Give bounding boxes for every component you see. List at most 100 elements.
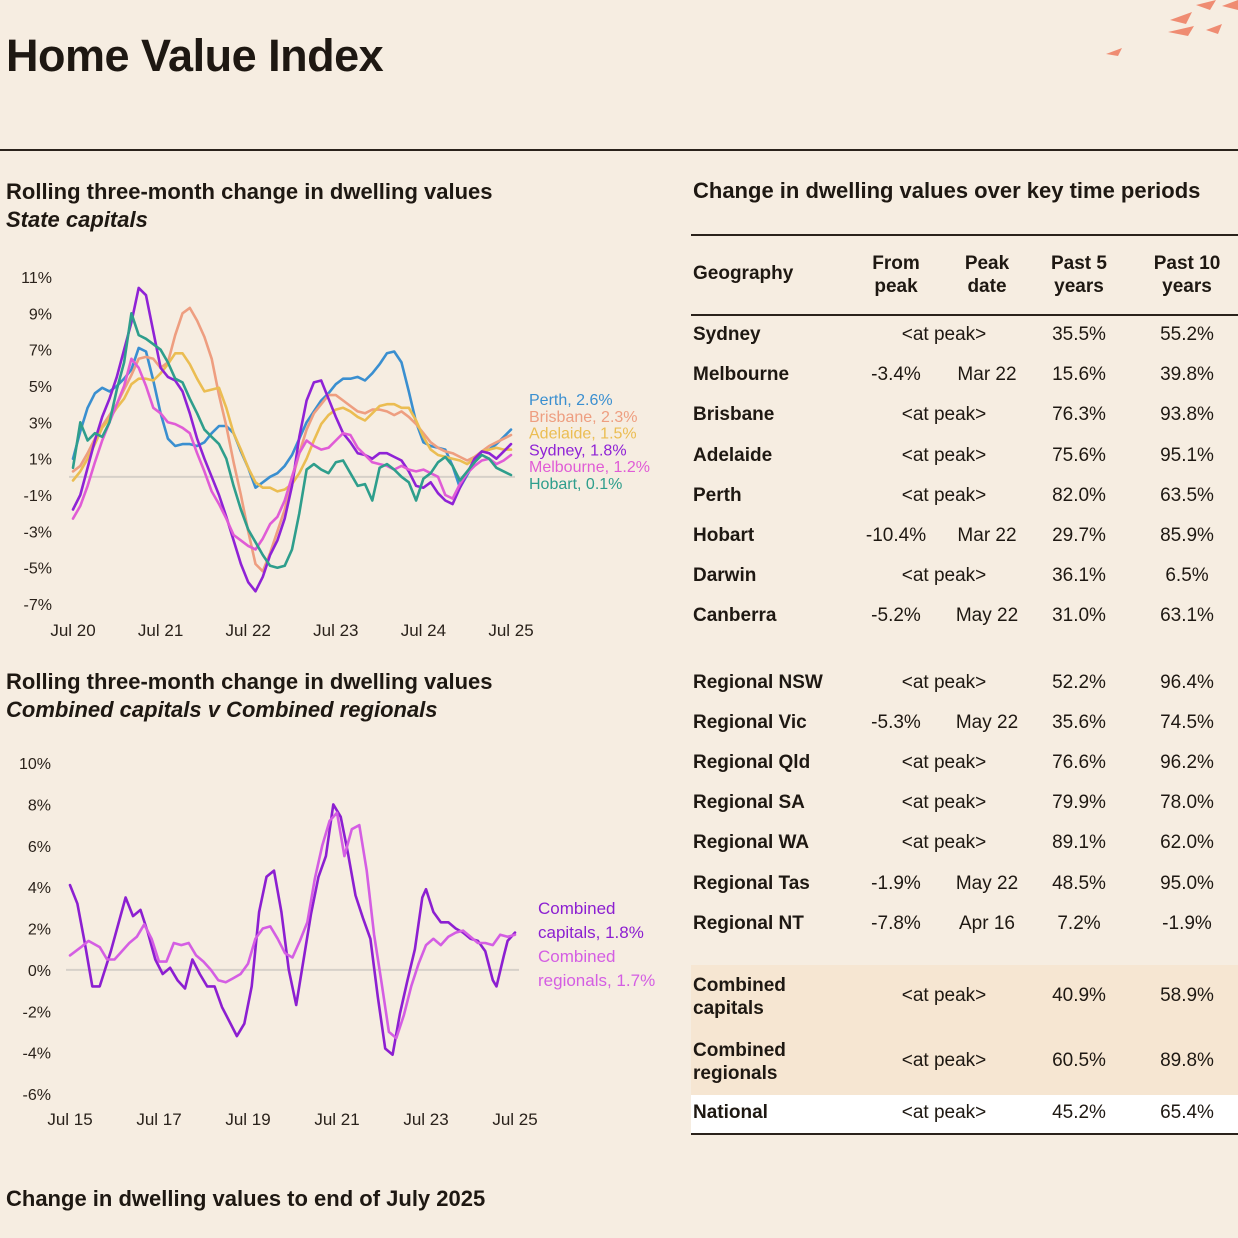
row-at-peak: <at peak> <box>901 1049 987 1071</box>
row-past-5: 15.6% <box>1052 364 1106 386</box>
row-peak-date: Mar 22 <box>957 525 1017 547</box>
row-past-5: 35.5% <box>1052 324 1106 346</box>
row-past-10: 93.8% <box>1160 404 1214 426</box>
chart2-title: Rolling three-month change in dwelling v… <box>6 669 493 694</box>
legend-label-combined-regionals: regionals, 1.7% <box>538 971 655 990</box>
row-past-5: 29.7% <box>1052 525 1106 547</box>
series-line-combined-regionals <box>68 811 517 1040</box>
table-row: Sydney <at peak> 35.5% 55.2% <box>691 316 1238 356</box>
y-tick-label: -7% <box>24 597 52 614</box>
row-geography: Adelaide <box>693 444 773 466</box>
row-geography: Regional NT <box>693 912 804 934</box>
y-tick-label: -6% <box>23 1087 51 1104</box>
y-tick-label: -2% <box>23 1004 51 1021</box>
table-spacer <box>691 638 1238 664</box>
row-past-5: 60.5% <box>1052 1049 1106 1071</box>
table-row-combined: Combined regionals <at peak> 60.5% 89.8% <box>691 1030 1238 1095</box>
table-row: Melbourne -3.4% Mar 22 15.6% 39.8% <box>691 356 1238 396</box>
row-geography: Hobart <box>693 525 755 547</box>
state-capitals-chart: 11% 9% 7% 5% 3% 1% -1% -3% -5% -7% Jul 20 Jul 21 Jul… <box>21 270 650 640</box>
row-past-10: 65.4% <box>1160 1101 1214 1123</box>
legend-label-combined-regionals: Combined <box>538 947 616 966</box>
x-tick-label: Jul 25 <box>488 621 533 640</box>
row-from-peak: -3.4% <box>871 364 921 386</box>
table-row: Canberra -5.2% May 22 31.0% 63.1% <box>691 597 1238 637</box>
legend-label-sydney: Sydney, 1.8% <box>529 442 627 459</box>
y-tick-label: 3% <box>29 415 52 432</box>
row-geography: National <box>693 1101 768 1123</box>
row-geography: Sydney <box>693 324 761 346</box>
row-geography: Regional SA <box>693 792 805 814</box>
row-at-peak: <at peak> <box>901 444 987 466</box>
y-tick-label: 0% <box>28 963 51 980</box>
table-row: Regional SA <at peak> 79.9% 78.0% <box>691 784 1238 824</box>
row-at-peak: <at peak> <box>901 404 987 426</box>
row-past-5: 31.0% <box>1052 605 1106 627</box>
x-tick-label: Jul 19 <box>225 1110 270 1129</box>
table-header-row: Geography From peak Peak date Past 5 years … <box>691 236 1238 314</box>
table-row: Hobart -10.4% Mar 22 29.7% 85.9% <box>691 517 1238 557</box>
header-divider <box>0 149 1238 151</box>
legend-label-combined-capitals: capitals, 1.8% <box>538 923 644 942</box>
row-past-10: 96.2% <box>1160 751 1214 773</box>
row-past-10: 74.5% <box>1160 711 1214 733</box>
row-geography: Regional NSW <box>693 671 823 693</box>
series-line-combined-capitals <box>68 803 517 1057</box>
row-past-10: 89.8% <box>1160 1049 1214 1071</box>
deco-triangle <box>1106 48 1122 56</box>
table-row: Regional NT -7.8% Apr 16 7.2% -1.9% <box>691 905 1238 945</box>
row-peak-date: May 22 <box>955 872 1019 894</box>
legend-label-hobart: Hobart, 0.1% <box>529 476 622 493</box>
header-from-peak: From peak <box>872 253 920 297</box>
row-geography: Darwin <box>693 565 757 587</box>
x-tick-label: Jul 25 <box>492 1110 537 1129</box>
table-top-rule <box>691 234 1238 236</box>
x-tick-label: Jul 17 <box>136 1110 181 1129</box>
row-geography: Melbourne <box>693 364 790 386</box>
legend-label-melbourne: Melbourne, 1.2% <box>529 459 650 476</box>
row-geography: Regional Vic <box>693 711 807 733</box>
combined-rows: Combined capitals <at peak> 40.9% 58.9% Combi… <box>691 964 1238 1095</box>
table-row: Regional Qld <at peak> 76.6% 96.2% <box>691 744 1238 784</box>
row-past-5: 89.1% <box>1052 832 1106 854</box>
chart1-subtitle: State capitals <box>6 207 148 232</box>
row-past-5: 36.1% <box>1052 565 1106 587</box>
row-past-10: 95.1% <box>1160 444 1214 466</box>
row-from-peak: -5.2% <box>871 605 921 627</box>
row-geography: Combined capitals <box>693 974 786 1019</box>
row-past-5: 35.6% <box>1052 711 1106 733</box>
row-past-10: 85.9% <box>1160 525 1214 547</box>
y-tick-label: -3% <box>24 524 52 541</box>
row-past-10: 63.5% <box>1160 484 1214 506</box>
x-tick-label: Jul 20 <box>50 621 95 640</box>
deco-triangle <box>1168 26 1194 36</box>
series-line-melbourne <box>71 357 513 551</box>
y-tick-label: -4% <box>23 1046 51 1063</box>
row-past-10: 55.2% <box>1160 324 1214 346</box>
row-peak-date: Mar 22 <box>957 364 1017 386</box>
x-tick-label: Jul 15 <box>47 1110 92 1129</box>
row-geography: Brisbane <box>693 404 775 426</box>
bottom-section-title: Change in dwelling values to end of July… <box>6 1186 486 1211</box>
header-past-10-years: Past 10 years <box>1153 253 1221 297</box>
row-past-10: 39.8% <box>1160 364 1214 386</box>
y-tick-label: 1% <box>29 452 52 469</box>
row-at-peak: <at peak> <box>901 832 987 854</box>
row-past-5: 76.6% <box>1052 751 1106 773</box>
legend-label-perth: Perth, 2.6% <box>529 392 613 409</box>
table-spacer <box>691 945 1238 965</box>
row-peak-date: May 22 <box>955 605 1019 627</box>
table-row: Brisbane <at peak> 76.3% 93.8% <box>691 396 1238 436</box>
capitals-rows: Sydney <at peak> 35.5% 55.2% Melbourne -3.4% M… <box>691 316 1238 638</box>
series-line-sydney <box>71 286 513 593</box>
row-from-peak: -5.3% <box>871 711 921 733</box>
row-at-peak: <at peak> <box>901 324 987 346</box>
row-geography: Regional Qld <box>693 751 811 773</box>
legend-label-brisbane: Brisbane, 2.3% <box>529 409 638 426</box>
series-line-hobart <box>71 311 513 570</box>
chart2-subtitle: Combined capitals v Combined regionals <box>6 697 438 722</box>
decorative-triangles <box>1106 0 1238 56</box>
row-past-5: 45.2% <box>1052 1101 1106 1123</box>
row-past-10: 78.0% <box>1160 792 1214 814</box>
chart2-title-block: Rolling three-month change in dwelling v… <box>6 668 493 724</box>
